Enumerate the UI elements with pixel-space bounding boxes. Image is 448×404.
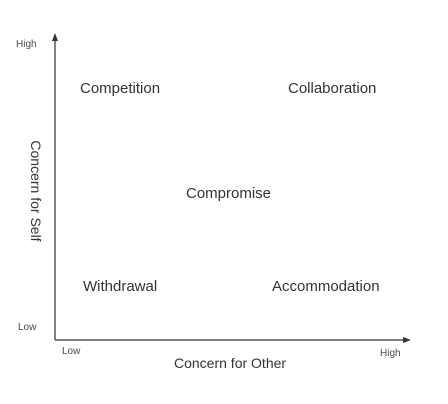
- x-axis-arrowhead: [403, 337, 411, 343]
- region-withdrawal: Withdrawal: [83, 278, 158, 295]
- y-axis-low-label: Low: [18, 322, 37, 333]
- y-axis-arrowhead: [52, 33, 58, 41]
- y-axis-high-label: High: [16, 39, 37, 50]
- region-accommodation: Accommodation: [272, 278, 380, 295]
- x-axis-high-label: High: [380, 348, 401, 359]
- region-collaboration: Collaboration: [288, 80, 377, 97]
- x-axis-title: Concern for Other: [174, 355, 287, 371]
- y-axis-title: Concern for Self: [28, 140, 44, 242]
- region-competition: Competition: [80, 80, 161, 97]
- x-axis-low-label: Low: [62, 346, 81, 357]
- region-compromise: Compromise: [186, 185, 272, 202]
